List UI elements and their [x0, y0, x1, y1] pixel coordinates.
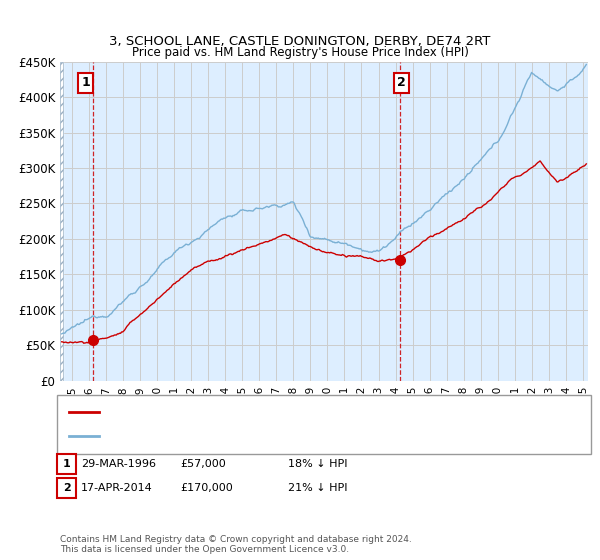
Text: 2: 2 [397, 76, 406, 90]
Text: 17-APR-2014: 17-APR-2014 [81, 483, 153, 493]
Polygon shape [60, 62, 64, 381]
Text: 29-MAR-1996: 29-MAR-1996 [81, 459, 156, 469]
Text: £57,000: £57,000 [180, 459, 226, 469]
Text: HPI: Average price, detached house, North West Leicestershire: HPI: Average price, detached house, Nort… [105, 431, 422, 441]
Text: 3, SCHOOL LANE, CASTLE DONINGTON, DERBY, DE74 2RT: 3, SCHOOL LANE, CASTLE DONINGTON, DERBY,… [109, 35, 491, 48]
Text: Price paid vs. HM Land Registry's House Price Index (HPI): Price paid vs. HM Land Registry's House … [131, 46, 469, 59]
Text: Contains HM Land Registry data © Crown copyright and database right 2024.
This d: Contains HM Land Registry data © Crown c… [60, 535, 412, 554]
Text: 1: 1 [81, 76, 90, 90]
Text: 3, SCHOOL LANE, CASTLE DONINGTON, DERBY, DE74 2RT (detached house): 3, SCHOOL LANE, CASTLE DONINGTON, DERBY,… [105, 407, 490, 417]
Text: 1: 1 [63, 459, 70, 469]
Text: 2: 2 [63, 483, 70, 493]
Text: £170,000: £170,000 [180, 483, 233, 493]
Text: 21% ↓ HPI: 21% ↓ HPI [288, 483, 347, 493]
Text: 18% ↓ HPI: 18% ↓ HPI [288, 459, 347, 469]
